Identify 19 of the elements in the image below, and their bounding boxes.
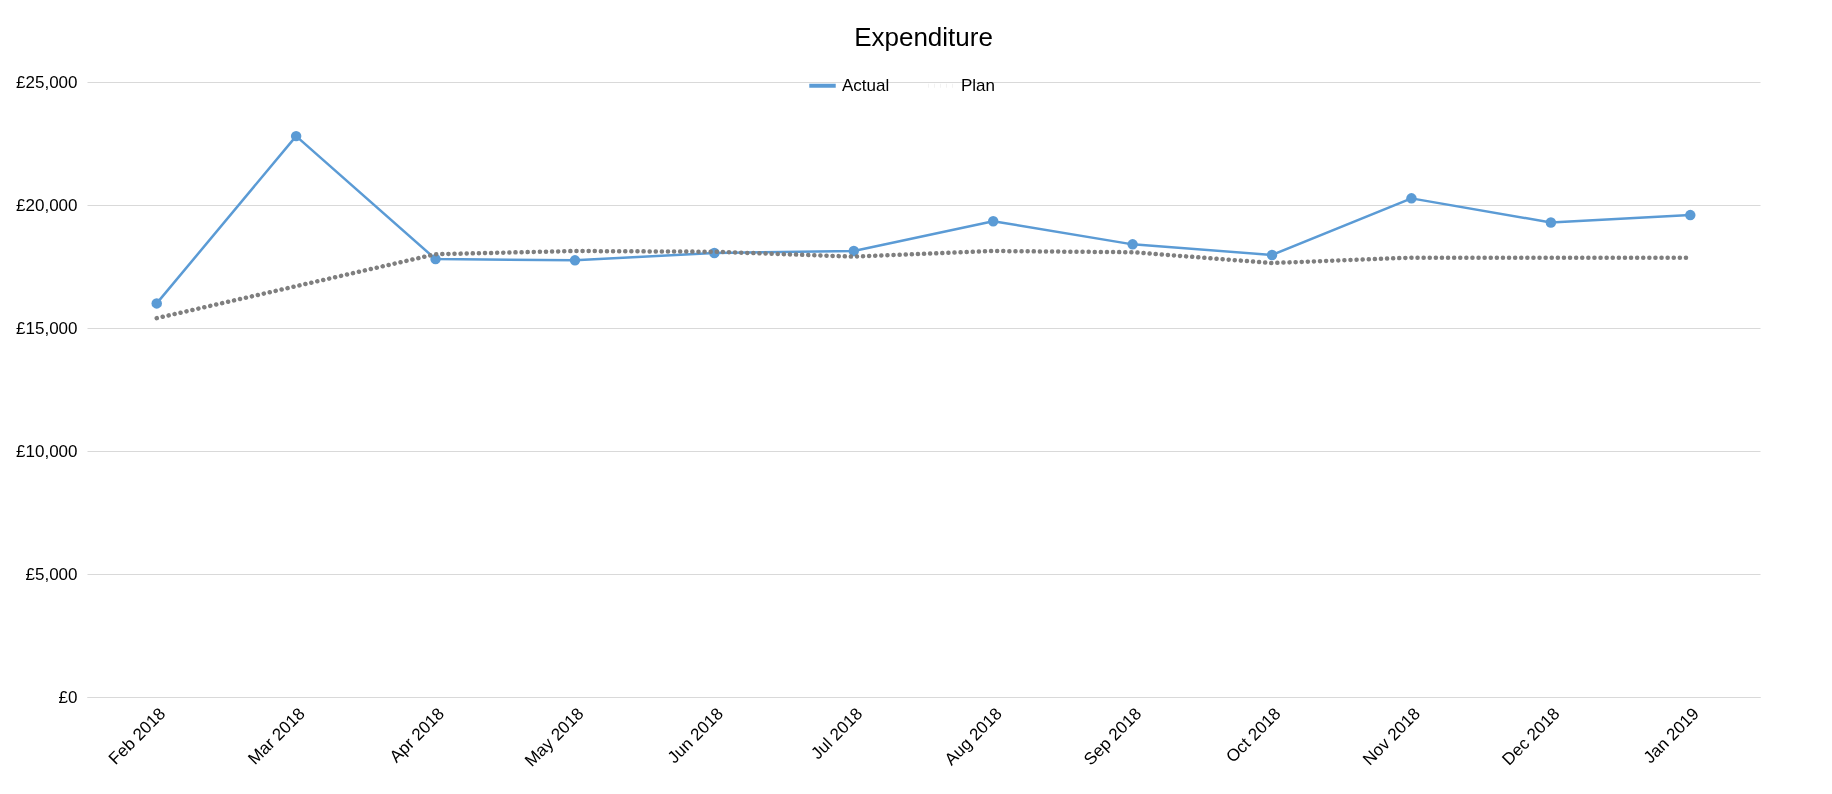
y-tick-label: £20,000 — [16, 195, 78, 215]
legend-label: Actual — [842, 75, 890, 95]
point — [1266, 249, 1278, 261]
y-tick-label: £10,000 — [16, 441, 78, 461]
point — [987, 216, 999, 227]
chart-title: Expenditure — [854, 22, 993, 52]
legend-label: Plan — [961, 75, 996, 95]
point — [1685, 209, 1696, 221]
point — [1545, 217, 1557, 228]
point — [1127, 239, 1138, 250]
point — [151, 298, 162, 309]
y-tick-label: £25,000 — [16, 72, 78, 92]
point — [290, 130, 302, 142]
y-tick-label: £5,000 — [25, 564, 78, 584]
point — [569, 255, 581, 266]
y-tick-label: £15,000 — [16, 318, 78, 338]
y-tick-label: £0 — [58, 687, 78, 707]
point — [848, 245, 860, 257]
point — [1406, 193, 1417, 204]
